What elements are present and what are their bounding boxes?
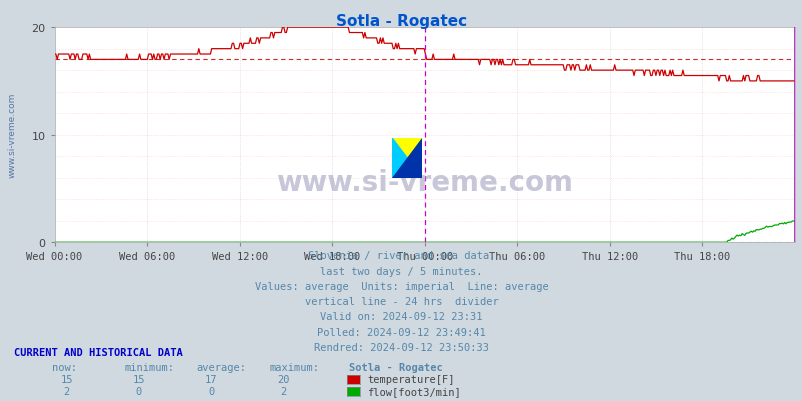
Text: 15: 15 bbox=[60, 374, 73, 384]
Text: minimum:: minimum: bbox=[124, 363, 174, 373]
Text: Rendred: 2024-09-12 23:50:33: Rendred: 2024-09-12 23:50:33 bbox=[314, 342, 488, 352]
Text: 17: 17 bbox=[205, 374, 217, 384]
Polygon shape bbox=[391, 138, 422, 178]
Text: last two days / 5 minutes.: last two days / 5 minutes. bbox=[320, 266, 482, 276]
Polygon shape bbox=[391, 138, 422, 178]
Text: vertical line - 24 hrs  divider: vertical line - 24 hrs divider bbox=[304, 296, 498, 306]
Text: 2: 2 bbox=[63, 386, 70, 396]
Text: average:: average: bbox=[196, 363, 246, 373]
Polygon shape bbox=[391, 138, 422, 178]
Text: www.si-vreme.com: www.si-vreme.com bbox=[7, 93, 16, 178]
Text: Sotla - Rogatec: Sotla - Rogatec bbox=[349, 363, 443, 373]
Text: temperature[F]: temperature[F] bbox=[367, 374, 454, 384]
Text: Slovenia / river and sea data.: Slovenia / river and sea data. bbox=[307, 251, 495, 261]
Text: 15: 15 bbox=[132, 374, 145, 384]
Text: Values: average  Units: imperial  Line: average: Values: average Units: imperial Line: av… bbox=[254, 281, 548, 291]
Text: CURRENT AND HISTORICAL DATA: CURRENT AND HISTORICAL DATA bbox=[14, 347, 183, 357]
Text: 2: 2 bbox=[280, 386, 286, 396]
Text: flow[foot3/min]: flow[foot3/min] bbox=[367, 386, 460, 396]
Text: 20: 20 bbox=[277, 374, 290, 384]
Text: Valid on: 2024-09-12 23:31: Valid on: 2024-09-12 23:31 bbox=[320, 312, 482, 322]
Text: now:: now: bbox=[52, 363, 77, 373]
Text: 0: 0 bbox=[208, 386, 214, 396]
Text: maximum:: maximum: bbox=[269, 363, 318, 373]
Text: www.si-vreme.com: www.si-vreme.com bbox=[276, 168, 573, 196]
Text: Sotla - Rogatec: Sotla - Rogatec bbox=[335, 14, 467, 29]
Text: Polled: 2024-09-12 23:49:41: Polled: 2024-09-12 23:49:41 bbox=[317, 327, 485, 337]
Text: 0: 0 bbox=[136, 386, 142, 396]
